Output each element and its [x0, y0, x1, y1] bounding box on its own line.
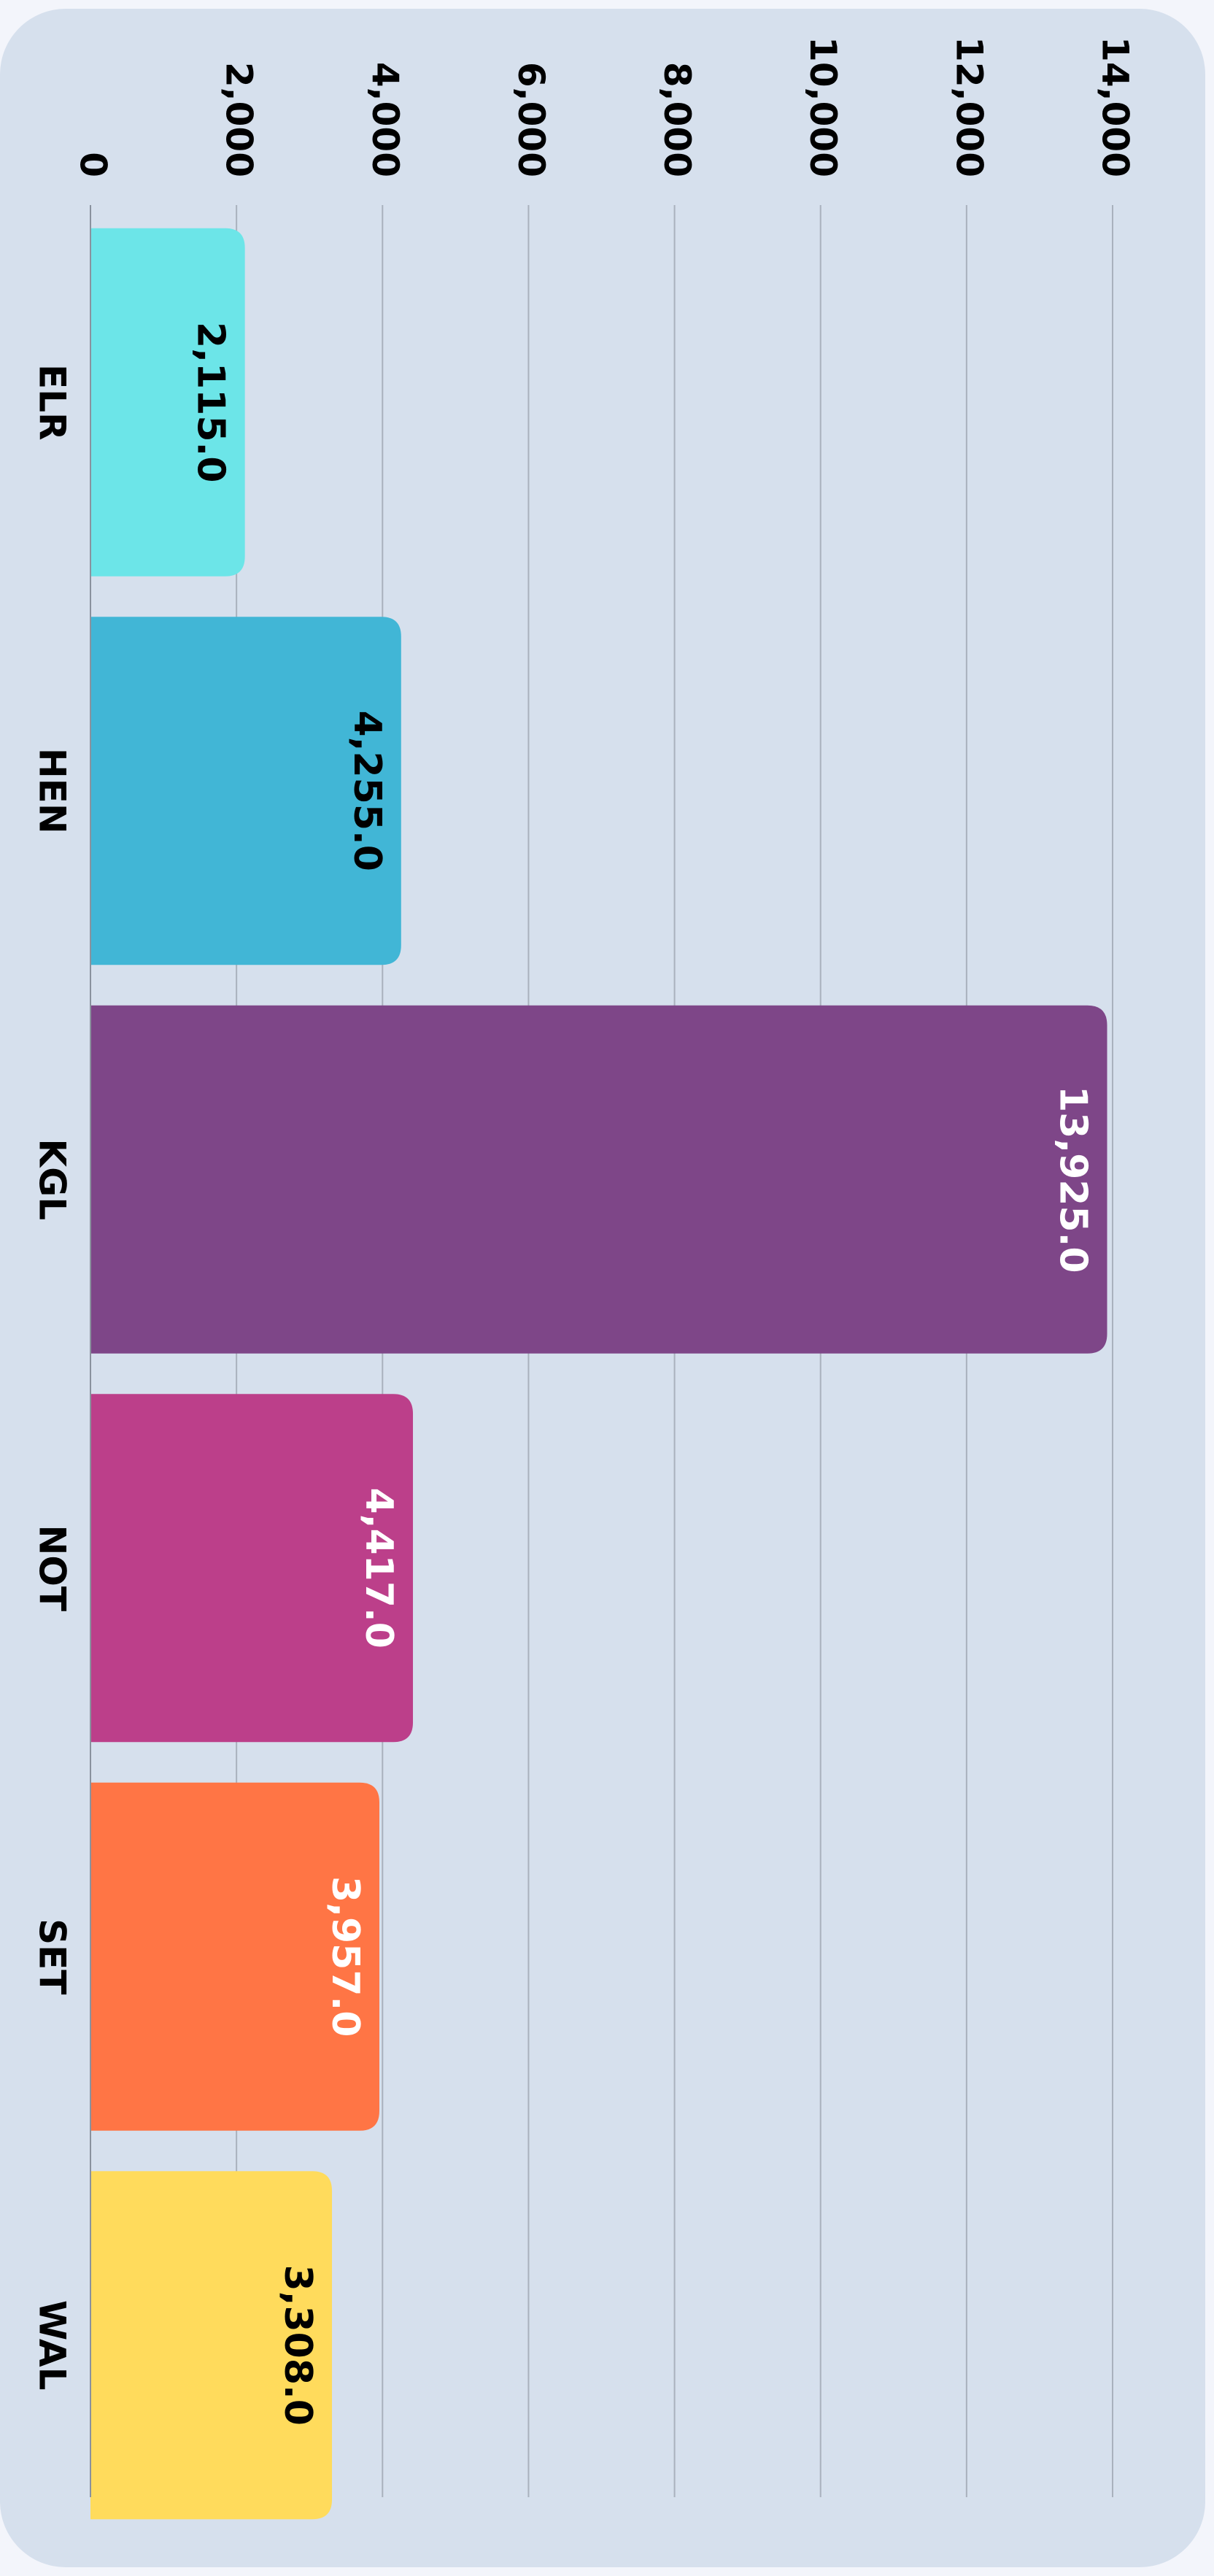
value-label: 4,255.0 [345, 711, 389, 871]
x-tick-label: 12,000 [948, 36, 990, 177]
category-label: SET [31, 1918, 74, 1994]
bar [90, 1394, 414, 1743]
x-tick-label: 4,000 [364, 62, 406, 177]
value-label: 13,925.0 [1051, 1086, 1094, 1273]
category-label: HEN [31, 748, 74, 834]
bar [90, 228, 245, 576]
x-tick-label: 2,000 [218, 62, 260, 177]
bar [90, 1005, 1107, 1354]
x-tick-label: 14,000 [1094, 36, 1137, 177]
category-label: ELR [31, 364, 74, 441]
bar [90, 617, 401, 965]
value-label: 3,308.0 [276, 2265, 320, 2426]
value-label: 4,417.0 [357, 1488, 401, 1648]
x-tick-label: 10,000 [802, 36, 844, 177]
x-tick-label: 8,000 [656, 62, 698, 177]
x-tick-label: 0 [72, 152, 115, 177]
category-label: NOT [31, 1525, 74, 1611]
value-label: 3,957.0 [323, 1876, 367, 2037]
category-label: WAL [31, 2300, 74, 2390]
bar [90, 2171, 333, 2520]
category-label: KGL [31, 1138, 74, 1220]
x-tick-label: 6,000 [510, 62, 552, 177]
value-label: 2,115.0 [189, 322, 233, 482]
bar [90, 1782, 379, 2131]
